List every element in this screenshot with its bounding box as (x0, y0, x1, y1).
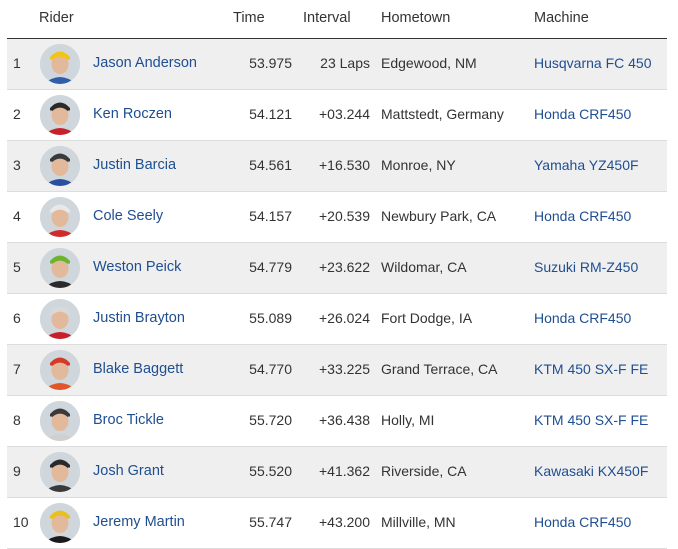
machine-link[interactable]: Honda CRF450 (534, 106, 632, 122)
machine-link[interactable]: KTM 450 SX-F FE (534, 412, 649, 428)
machine-link[interactable]: Suzuki RM-Z450 (534, 259, 639, 275)
table-row: 6 Justin Brayton 55.089 +26.024 Fort Dod… (7, 294, 667, 345)
interval: +36.438 (319, 412, 370, 428)
lap-time: 55.720 (249, 412, 292, 428)
rider-name-link[interactable]: Jeremy Martin (93, 514, 185, 530)
rider-avatar[interactable] (40, 452, 80, 492)
rider-name-link[interactable]: Cole Seely (93, 208, 164, 224)
position: 8 (13, 412, 21, 428)
header-time[interactable]: Time (233, 10, 265, 26)
table-row: 1 Jason Anderson 53.975 23 Laps Edgewood… (7, 39, 667, 90)
interval: +16.530 (319, 157, 370, 173)
machine-link[interactable]: Husqvarna FC 450 (534, 55, 652, 71)
hometown: Edgewood, NM (381, 55, 477, 71)
rider-avatar[interactable] (40, 44, 80, 84)
machine-link[interactable]: KTM 450 SX-F FE (534, 361, 649, 377)
position: 3 (13, 157, 21, 173)
rider-avatar[interactable] (40, 503, 80, 543)
table-body: 1 Jason Anderson 53.975 23 Laps Edgewood… (0, 39, 678, 549)
interval: +20.539 (319, 208, 370, 224)
rider-name-link[interactable]: Blake Baggett (93, 361, 184, 377)
position: 1 (13, 55, 21, 71)
lap-time: 55.520 (249, 463, 292, 479)
rider-name-link[interactable]: Broc Tickle (93, 412, 164, 428)
hometown: Newbury Park, CA (381, 208, 497, 224)
lap-time: 53.975 (249, 55, 292, 71)
table-row: 10 Jeremy Martin 55.747 +43.200 Millvill… (7, 498, 667, 549)
rider-avatar[interactable] (40, 248, 80, 288)
header-interval[interactable]: Interval (303, 10, 351, 26)
lap-time: 54.561 (249, 157, 292, 173)
table-row: 7 Blake Baggett 54.770 +33.225 Grand Ter… (7, 345, 667, 396)
lap-time: 54.157 (249, 208, 292, 224)
hometown: Grand Terrace, CA (381, 361, 498, 377)
machine-link[interactable]: Honda CRF450 (534, 208, 632, 224)
lap-time: 55.747 (249, 514, 292, 530)
machine-link[interactable]: Honda CRF450 (534, 514, 632, 530)
interval: +26.024 (319, 310, 370, 326)
rider-name-link[interactable]: Josh Grant (93, 463, 164, 479)
interval: +23.622 (319, 259, 370, 275)
lap-time: 54.779 (249, 259, 292, 275)
position: 2 (13, 106, 21, 122)
position: 7 (13, 361, 21, 377)
hometown: Mattstedt, Germany (381, 106, 504, 122)
interval: +33.225 (319, 361, 370, 377)
lap-time: 54.770 (249, 361, 292, 377)
rider-avatar[interactable] (40, 350, 80, 390)
position: 10 (13, 514, 29, 530)
machine-link[interactable]: Honda CRF450 (534, 310, 632, 326)
header-rider[interactable]: Rider (39, 10, 74, 26)
interval: 23 Laps (320, 55, 370, 71)
table-header: Rider Time Interval Hometown Machine (7, 0, 667, 39)
position: 9 (13, 463, 21, 479)
machine-link[interactable]: Yamaha YZ450F (534, 157, 639, 173)
header-machine[interactable]: Machine (534, 10, 589, 26)
table-row: 9 Josh Grant 55.520 +41.362 Riverside, C… (7, 447, 667, 498)
position: 6 (13, 310, 21, 326)
rider-avatar[interactable] (40, 401, 80, 441)
position: 4 (13, 208, 21, 224)
lap-time: 54.121 (249, 106, 292, 122)
hometown: Fort Dodge, IA (381, 310, 473, 326)
hometown: Wildomar, CA (381, 259, 467, 275)
table-row: 5 Weston Peick 54.779 +23.622 Wildomar, … (7, 243, 667, 294)
rider-name-link[interactable]: Ken Roczen (93, 106, 172, 122)
interval: +03.244 (319, 106, 370, 122)
hometown: Monroe, NY (381, 157, 456, 173)
hometown: Millville, MN (381, 514, 456, 530)
interval: +41.362 (319, 463, 370, 479)
position: 5 (13, 259, 21, 275)
table-row: 3 Justin Barcia 54.561 +16.530 Monroe, N… (7, 141, 667, 192)
rider-name-link[interactable]: Justin Brayton (93, 310, 185, 326)
table-row: 4 Cole Seely 54.157 +20.539 Newbury Park… (7, 192, 667, 243)
rider-avatar[interactable] (40, 197, 80, 237)
rider-avatar[interactable] (40, 299, 80, 339)
rider-name-link[interactable]: Jason Anderson (93, 55, 197, 71)
rider-avatar[interactable] (40, 146, 80, 186)
hometown: Holly, MI (381, 412, 435, 428)
lap-time: 55.089 (249, 310, 292, 326)
machine-link[interactable]: Kawasaki KX450F (534, 463, 649, 479)
hometown: Riverside, CA (381, 463, 467, 479)
table-row: 8 Broc Tickle 55.720 +36.438 Holly, MI K… (7, 396, 667, 447)
rider-name-link[interactable]: Weston Peick (93, 259, 182, 275)
header-hometown[interactable]: Hometown (381, 10, 451, 26)
rider-name-link[interactable]: Justin Barcia (93, 157, 177, 173)
interval: +43.200 (319, 514, 370, 530)
rider-avatar[interactable] (40, 95, 80, 135)
table-row: 2 Ken Roczen 54.121 +03.244 Mattstedt, G… (7, 90, 667, 141)
